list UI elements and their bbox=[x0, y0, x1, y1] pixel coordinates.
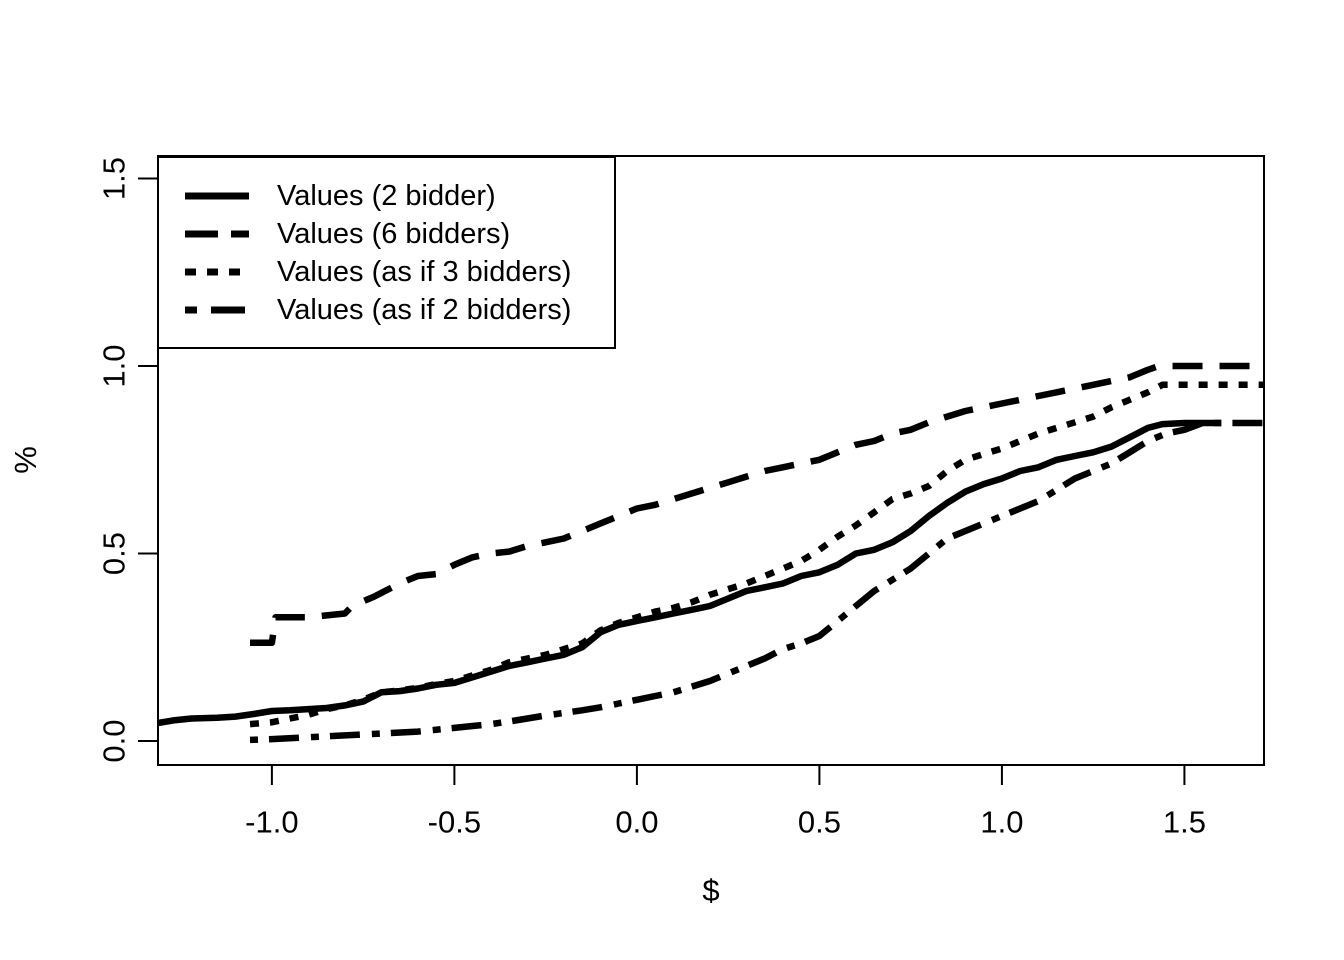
x-axis-label: $ bbox=[702, 873, 719, 908]
x-axis-tick-label: -0.5 bbox=[428, 805, 481, 840]
y-axis-tick-label: 1.5 bbox=[97, 157, 132, 200]
series-line-values-as-if-2-bidders bbox=[249, 419, 1264, 744]
y-axis-tick-label: 0.0 bbox=[97, 719, 132, 762]
plot-box bbox=[157, 155, 1265, 766]
legend-item-label: Values (6 bidders) bbox=[277, 218, 510, 250]
series-line-values-as-if-3-bidders bbox=[249, 381, 1264, 728]
legend-item: Values (6 bidders) bbox=[185, 218, 510, 250]
y-axis-tick-label: 1.0 bbox=[97, 344, 132, 387]
legend-item-label: Values (as if 2 bidders) bbox=[277, 294, 571, 326]
legend-item-label: Values (as if 3 bidders) bbox=[277, 256, 571, 288]
x-axis-tick-label: 1.5 bbox=[1163, 805, 1206, 840]
legend-item: Values (as if 3 bidders) bbox=[185, 256, 571, 288]
legend-item: Values (2 bidder) bbox=[185, 180, 496, 212]
y-axis-tick-label: 0.5 bbox=[97, 532, 132, 575]
x-axis-tick-label: -1.0 bbox=[245, 805, 298, 840]
series-line-values-2-bidder bbox=[157, 419, 1221, 727]
x-axis-tick-label: 1.0 bbox=[980, 805, 1023, 840]
x-axis-tick-label: 0.0 bbox=[615, 805, 658, 840]
legend: Values (2 bidder) Values (6 bidders) Value… bbox=[157, 156, 616, 349]
legend-box bbox=[157, 156, 616, 349]
x-axis-tick-label: 0.5 bbox=[798, 805, 841, 840]
legend-item: Values (as if 2 bidders) bbox=[185, 294, 571, 326]
legend-item-label: Values (2 bidder) bbox=[277, 180, 496, 212]
series-group bbox=[157, 362, 1264, 744]
axes-group: -1.0 -0.5 0.0 0.5 1.0 1.5 0.0 0.5 1.0 1.5 bbox=[97, 155, 1265, 840]
series-line-values-6-bidders bbox=[250, 362, 1264, 647]
y-axis-label: % bbox=[8, 446, 43, 474]
